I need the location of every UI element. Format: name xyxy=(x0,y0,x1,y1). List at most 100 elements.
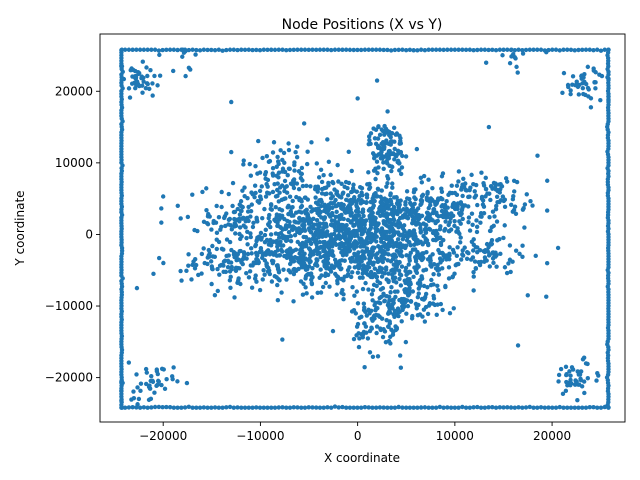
scatter-point xyxy=(302,405,308,410)
scatter-point xyxy=(356,223,362,229)
scatter-point xyxy=(389,285,394,290)
scatter-point xyxy=(228,274,233,280)
scatter-point xyxy=(535,405,540,410)
scatter-point xyxy=(538,47,544,52)
scatter-point xyxy=(352,239,358,244)
scatter-point xyxy=(553,405,559,410)
scatter-point xyxy=(302,261,307,266)
scatter-point xyxy=(126,360,132,365)
scatter-point xyxy=(520,243,525,248)
scatter-point xyxy=(334,191,339,196)
scatter-point xyxy=(450,213,456,218)
scatter-point xyxy=(334,273,339,279)
scatter-point xyxy=(219,189,224,195)
scatter-point xyxy=(411,405,416,410)
scatter-point xyxy=(568,91,573,97)
scatter-point xyxy=(206,211,211,217)
scatter-point xyxy=(319,191,325,196)
scatter-point xyxy=(160,194,166,199)
scatter-point xyxy=(383,339,389,345)
scatter-point xyxy=(308,271,314,277)
scatter-point xyxy=(318,267,323,272)
scatter-point xyxy=(250,47,255,53)
scatter-point xyxy=(568,47,574,53)
scatter-point xyxy=(334,209,339,215)
scatter-point xyxy=(398,241,403,246)
scatter-point xyxy=(421,173,427,179)
scatter-point xyxy=(443,219,448,224)
scatter-point xyxy=(375,251,380,256)
scatter-point xyxy=(544,294,549,299)
scatter-point xyxy=(341,231,346,236)
scatter-point xyxy=(264,181,269,187)
scatter-point xyxy=(137,70,142,76)
scatter-point xyxy=(574,379,579,384)
scatter-point xyxy=(483,247,488,253)
scatter-point xyxy=(175,379,180,384)
scatter-point xyxy=(375,306,380,311)
scatter-point xyxy=(374,239,379,244)
scatter-point xyxy=(268,224,273,230)
scatter-point xyxy=(546,47,551,53)
scatter-point xyxy=(252,183,258,188)
scatter-point xyxy=(467,405,473,410)
scatter-point xyxy=(400,405,405,410)
scatter-point xyxy=(439,189,445,195)
scatter-point xyxy=(352,233,357,239)
scatter-point xyxy=(437,196,442,202)
scatter-point xyxy=(521,206,526,211)
scatter-point xyxy=(352,293,357,298)
scatter-point xyxy=(376,300,381,305)
scatter-point xyxy=(328,222,334,227)
scatter-point xyxy=(471,48,476,53)
scatter-point xyxy=(217,263,223,268)
scatter-point xyxy=(329,210,335,216)
scatter-point xyxy=(517,251,522,257)
scatter-point xyxy=(367,185,373,190)
scatter-point xyxy=(346,198,351,203)
scatter-point xyxy=(223,269,229,275)
scatter-point xyxy=(317,239,322,245)
scatter-point xyxy=(300,178,305,183)
scatter-point xyxy=(376,187,381,192)
scatter-point xyxy=(557,404,562,410)
scatter-point xyxy=(374,255,379,260)
scatter-point xyxy=(497,199,502,205)
scatter-point xyxy=(286,230,292,235)
scatter-point xyxy=(295,239,300,245)
scatter-point xyxy=(295,405,300,410)
scatter-point xyxy=(344,405,349,410)
scatter-point xyxy=(326,159,332,165)
scatter-point xyxy=(561,47,566,52)
scatter-point xyxy=(471,274,476,279)
scatter-point xyxy=(319,273,324,278)
scatter-point xyxy=(456,405,461,410)
scatter-point xyxy=(328,214,333,219)
scatter-point xyxy=(335,162,340,168)
scatter-point xyxy=(385,161,390,166)
scatter-point xyxy=(478,47,484,52)
scatter-point xyxy=(391,329,396,335)
scatter-point xyxy=(332,187,337,192)
scatter-point xyxy=(322,224,327,230)
scatter-point xyxy=(458,235,463,240)
scatter-point xyxy=(512,204,518,209)
scatter-point xyxy=(580,81,585,86)
scatter-point xyxy=(442,228,447,233)
scatter-point xyxy=(486,405,491,410)
scatter-point xyxy=(209,227,214,232)
scatter-point xyxy=(240,204,245,210)
scatter-point xyxy=(599,73,605,79)
scatter-point xyxy=(373,215,378,221)
scatter-point xyxy=(360,275,365,280)
scatter-point xyxy=(576,405,581,410)
scatter-point xyxy=(310,249,316,254)
scatter-point xyxy=(316,235,321,240)
scatter-point xyxy=(592,80,597,85)
scatter-point xyxy=(581,355,587,360)
scatter-point xyxy=(201,246,206,251)
scatter-point xyxy=(370,405,375,410)
scatter-point xyxy=(379,274,385,279)
scatter-point xyxy=(385,47,390,53)
scatter-point xyxy=(210,267,215,272)
